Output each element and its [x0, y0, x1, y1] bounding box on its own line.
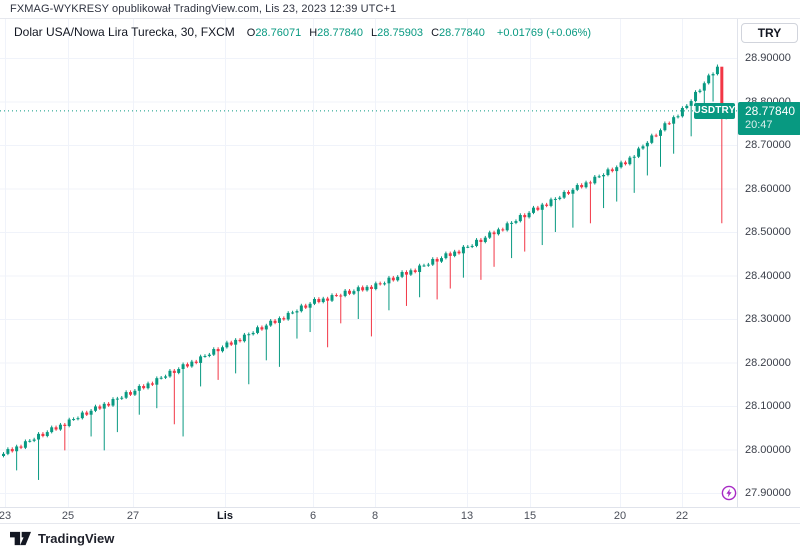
price-tick: 28.90000	[745, 52, 791, 64]
last-price-text: 28.77840	[745, 103, 796, 118]
time-tick: 25	[61, 510, 75, 522]
ohlc-close: C28.77840	[431, 27, 485, 39]
ohlc-open: O28.76071	[246, 27, 302, 39]
chart-legend: Dolar USA/Nowa Lira Turecka, 30, FXCM O2…	[14, 25, 591, 39]
price-tick: 28.00000	[745, 443, 791, 456]
tradingview-logo-icon[interactable]	[10, 530, 31, 547]
time-tick: 20	[613, 510, 627, 522]
price-tick: 28.40000	[745, 269, 791, 282]
time-tick: 8	[371, 510, 379, 522]
price-label: 28.77840 20:47	[721, 101, 800, 501]
price-change: +0.01769 (+0.06%)	[496, 27, 592, 39]
price-tick: 28.30000	[745, 313, 791, 325]
time-tick: 22	[675, 510, 689, 522]
price-tick: 28.50000	[745, 226, 791, 238]
symbol-title[interactable]: Dolar USA/Nowa Lira Turecka, 30, FXCM	[14, 25, 235, 39]
attribution-text: FXMAG-WYKRESY opublikował TradingView.co…	[10, 3, 397, 15]
footer-brand[interactable]: TradingView	[38, 531, 115, 546]
time-tick: Lis	[217, 510, 233, 522]
time-tick: 6	[309, 510, 317, 522]
footer: TradingView	[0, 524, 800, 553]
time-tick: 13	[460, 510, 474, 522]
price-tick: 28.60000	[745, 182, 791, 195]
time-tick: 15	[523, 510, 537, 522]
price-scale[interactable]: TRY 28.77840 20:47 28.9000028.8000028.70…	[721, 19, 800, 507]
attribution-bar: FXMAG-WYKRESY opublikował TradingView.co…	[0, 0, 800, 19]
chart-widget: Dolar USA/Nowa Lira Turecka, 30, FXCM O2…	[0, 19, 800, 507]
time-axis[interactable]: 23 25 27 Lis 6 8 13 15 20 22	[0, 507, 800, 524]
symbol-badge: USDTRY	[694, 102, 735, 119]
ohlc-high: H28.77840	[309, 27, 364, 39]
time-tick: 27	[126, 510, 140, 522]
price-tick: 28.10000	[745, 400, 791, 412]
ohlc-low: L28.75903	[371, 27, 424, 39]
price-tick: 27.90000	[745, 487, 791, 499]
realtime-bolt-icon[interactable]	[721, 485, 737, 501]
currency-button[interactable]: TRY	[741, 23, 798, 43]
last-price-time: 20:47	[745, 118, 773, 131]
price-tick: 28.20000	[745, 356, 791, 369]
time-tick: 23	[0, 510, 12, 522]
chart-svg[interactable]	[0, 19, 737, 507]
price-tick: 28.70000	[745, 139, 791, 151]
